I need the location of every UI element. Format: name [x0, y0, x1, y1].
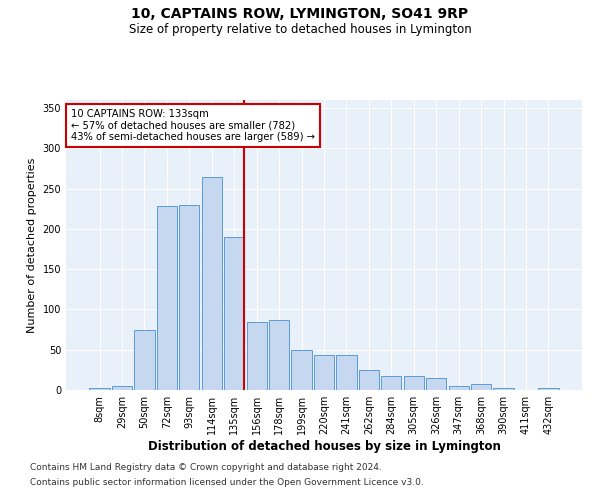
- Bar: [493, 388, 514, 390]
- Text: 10 CAPTAINS ROW: 133sqm
← 57% of detached houses are smaller (782)
43% of semi-d: 10 CAPTAINS ROW: 133sqm ← 57% of detache…: [71, 108, 315, 142]
- Y-axis label: Number of detached properties: Number of detached properties: [27, 158, 37, 332]
- Text: 10, CAPTAINS ROW, LYMINGTON, SO41 9RP: 10, CAPTAINS ROW, LYMINGTON, SO41 9RP: [131, 8, 469, 22]
- Bar: [538, 388, 559, 390]
- Bar: [359, 370, 379, 390]
- Bar: [404, 376, 424, 390]
- Bar: [157, 206, 177, 390]
- Bar: [471, 384, 491, 390]
- Bar: [426, 378, 446, 390]
- Bar: [292, 350, 311, 390]
- Text: Contains HM Land Registry data © Crown copyright and database right 2024.: Contains HM Land Registry data © Crown c…: [30, 463, 382, 472]
- Bar: [89, 388, 110, 390]
- Bar: [179, 204, 199, 390]
- Bar: [337, 356, 356, 390]
- Bar: [314, 356, 334, 390]
- Bar: [134, 330, 155, 390]
- Bar: [247, 322, 267, 390]
- Text: Size of property relative to detached houses in Lymington: Size of property relative to detached ho…: [128, 22, 472, 36]
- Bar: [112, 386, 132, 390]
- Text: Contains public sector information licensed under the Open Government Licence v3: Contains public sector information licen…: [30, 478, 424, 487]
- Bar: [381, 376, 401, 390]
- Bar: [202, 176, 222, 390]
- Bar: [269, 320, 289, 390]
- Text: Distribution of detached houses by size in Lymington: Distribution of detached houses by size …: [148, 440, 500, 453]
- Bar: [224, 237, 244, 390]
- Bar: [449, 386, 469, 390]
